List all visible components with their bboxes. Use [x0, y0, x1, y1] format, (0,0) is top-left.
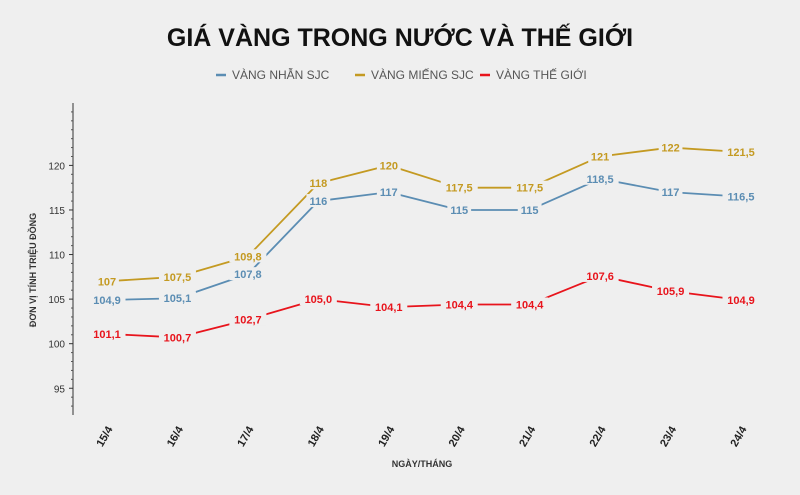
data-label-bg: [229, 267, 267, 281]
x-tick-label: 18/4: [306, 424, 328, 449]
data-label-bg: [447, 202, 472, 216]
x-tick-label: 20/4: [447, 424, 469, 449]
data-label-bg: [306, 176, 331, 190]
data-label: 107,8: [234, 269, 262, 281]
data-label: 104,1: [375, 302, 403, 314]
data-label-bg: [88, 326, 126, 340]
data-label: 116,5: [728, 192, 755, 204]
chart-title: GIÁ VÀNG TRONG NƯỚC VÀ THẾ GIỚI: [167, 22, 633, 52]
data-label-bg: [517, 202, 542, 216]
data-label: 105,9: [657, 286, 685, 298]
data-label: 116: [309, 196, 327, 208]
data-label-bg: [88, 293, 126, 307]
data-label-bg: [370, 300, 408, 314]
legend: VÀNG NHẪN SJC VÀNG MIẾNG SJC VÀNG THẾ GIỚI: [216, 67, 587, 82]
data-label: 117: [380, 187, 398, 199]
y-tick-label: 100: [48, 340, 65, 351]
data-label-bg: [376, 185, 401, 199]
data-label: 122: [661, 143, 679, 155]
legend-entry: VÀNG NHẪN SJC: [232, 67, 330, 82]
data-label: 117: [662, 187, 680, 199]
data-label-bg: [440, 180, 478, 194]
data-label-bg: [158, 291, 196, 305]
legend-entry: VÀNG THẾ GIỚI: [496, 67, 587, 82]
data-label: 107: [98, 276, 116, 288]
x-tick-label: 22/4: [588, 424, 610, 449]
data-label-bg: [511, 297, 549, 311]
y-tick-label: 110: [49, 251, 65, 262]
data-label: 105,1: [164, 293, 192, 305]
y-tick-label: 105: [48, 295, 65, 306]
data-label-bg: [652, 284, 690, 298]
legend-entry: VÀNG MIẾNG SJC: [371, 67, 474, 82]
x-tick-label: 23/4: [658, 424, 680, 449]
data-label: 100,7: [164, 332, 192, 344]
x-tick-label: 21/4: [517, 424, 539, 449]
data-label: 121: [591, 151, 609, 163]
x-axis-ticks: 15/4 16/4 17/4 18/4 19/4 20/4 21/4 22/4 23/4 24/4: [94, 424, 750, 449]
data-label-bg: [158, 269, 196, 283]
data-label: 104,9: [93, 295, 121, 307]
x-axis-label: NGÀY/THÁNG: [392, 459, 453, 469]
data-label: 115: [521, 205, 539, 217]
data-label: 107,6: [586, 271, 614, 283]
y-axis-label: ĐƠN VỊ TÍNH TRIỆU ĐỒNG: [27, 213, 38, 327]
data-label-bg: [658, 185, 683, 199]
data-label-bg: [722, 189, 760, 203]
data-label-bg: [376, 158, 401, 172]
data-label: 121,5: [727, 147, 755, 159]
data-label: 104,4: [445, 299, 473, 311]
data-label-bg: [229, 312, 267, 326]
data-label-bg: [306, 194, 331, 208]
data-label: 104,4: [516, 299, 544, 311]
series-line: [106, 275, 742, 339]
x-tick-label: 16/4: [165, 424, 187, 449]
data-label: 115: [450, 205, 468, 217]
data-label-bg: [511, 180, 549, 194]
data-label-bg: [581, 268, 619, 282]
data-label: 105,0: [305, 294, 333, 306]
series-layer: 104,9 105,1 107,8 116 117 115 115 118,5 117 116,5…: [88, 140, 760, 344]
x-tick-label: 24/4: [728, 424, 750, 449]
data-label-bg: [440, 297, 478, 311]
data-label-bg: [229, 249, 267, 263]
y-tick-label: 115: [49, 206, 65, 217]
data-label-bg: [581, 171, 619, 185]
data-label-bg: [722, 145, 760, 159]
y-tick-label: 120: [48, 161, 65, 172]
y-tick-label: 95: [54, 384, 66, 395]
data-label: 120: [380, 160, 398, 172]
data-label: 109,8: [234, 251, 262, 263]
data-label: 117,5: [516, 183, 543, 195]
data-label: 107,5: [164, 272, 192, 284]
data-label: 118: [309, 178, 327, 190]
x-tick-label: 17/4: [235, 424, 257, 449]
data-label-bg: [299, 292, 337, 306]
data-label-bg: [588, 149, 613, 163]
data-label-bg: [95, 274, 119, 288]
data-label-bg: [722, 293, 760, 307]
data-label: 102,7: [234, 315, 262, 327]
data-label: 118,5: [587, 174, 614, 186]
data-label-bg: [658, 140, 683, 154]
data-label: 117,5: [446, 183, 473, 195]
data-label: 104,9: [727, 295, 755, 307]
y-axis-ticks: 95 100 105 110 115 120: [48, 111, 73, 407]
data-label-bg: [158, 330, 196, 344]
data-label: 101,1: [93, 329, 121, 341]
series-line: [106, 146, 742, 283]
series-line: [106, 177, 742, 301]
x-tick-label: 19/4: [376, 424, 398, 449]
x-tick-label: 15/4: [94, 424, 116, 449]
